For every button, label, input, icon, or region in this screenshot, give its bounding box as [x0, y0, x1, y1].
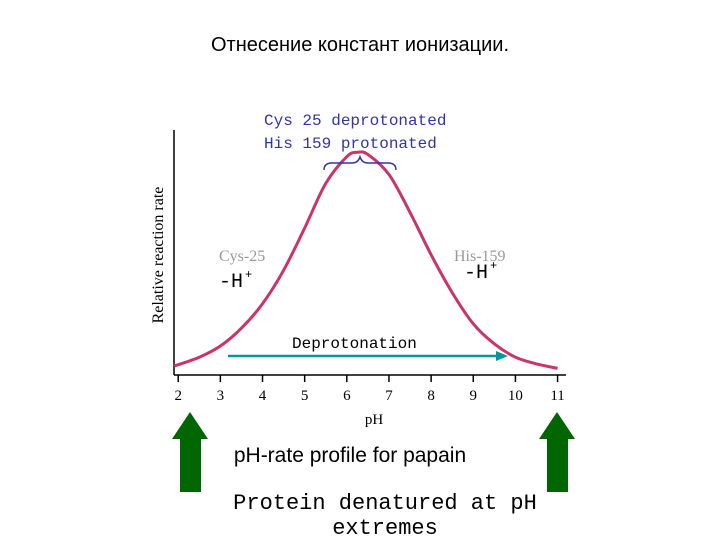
x-tick-label: 5: [301, 388, 309, 404]
x-tick-label: 4: [259, 388, 267, 404]
slide-title: Отнесение констант ионизации.: [210, 34, 510, 56]
left-green-arrow: [172, 412, 208, 492]
optimum-label-line1: Cys 25 deprotonated: [264, 112, 446, 130]
optimum-bracket: [323, 154, 397, 171]
x-tick-label: 11: [550, 388, 564, 404]
x-tick-label: 8: [427, 388, 435, 404]
left-proton-label: -H: [219, 271, 243, 294]
right-proton-plus: +: [490, 259, 497, 273]
right-green-arrow: [539, 412, 575, 492]
chart-caption: pH-rate profile for papain: [233, 444, 467, 467]
x-tick-label: 6: [343, 388, 351, 404]
x-tick-label: 10: [508, 388, 523, 404]
deprotonation-label: Deprotonation: [292, 335, 417, 353]
denaturation-note: Protein denatured at pH extremes: [233, 491, 537, 541]
x-tick-label: 3: [217, 388, 225, 404]
right-proton-label: -H: [464, 262, 488, 285]
x-tick-label: 2: [174, 388, 182, 404]
x-tick-label: 7: [385, 388, 393, 404]
his159-label: His-159: [454, 248, 506, 265]
x-tick-label: 9: [470, 388, 478, 404]
optimum-label-line2: His 159 protonated: [264, 135, 437, 153]
rate-curve: [173, 150, 558, 370]
x-axis-label: pH: [365, 412, 384, 428]
left-proton-plus: +: [245, 268, 252, 282]
cys25-label: Cys-25: [219, 248, 265, 265]
y-axis-label: Relative reaction rate: [150, 187, 167, 324]
deprotonation-arrowhead: [496, 351, 508, 361]
